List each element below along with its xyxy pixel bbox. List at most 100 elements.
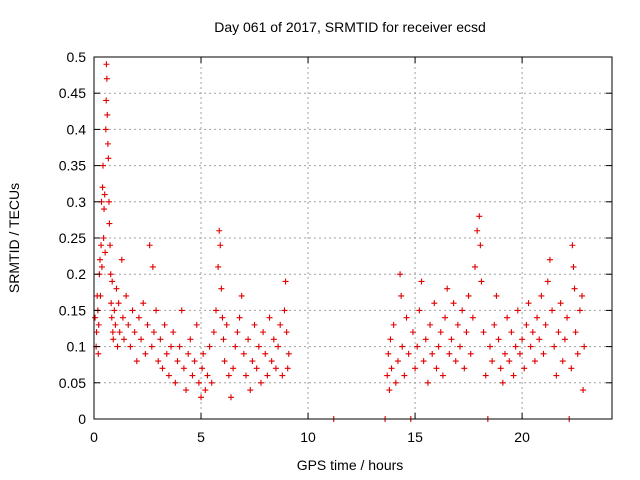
data-point (439, 372, 446, 379)
data-point (225, 372, 232, 379)
data-point (206, 343, 213, 350)
data-point (217, 242, 224, 249)
data-point (405, 350, 412, 357)
data-point (98, 242, 105, 249)
data-point (215, 263, 222, 270)
data-point (538, 292, 545, 299)
y-tick-label: 0.1 (67, 339, 87, 355)
data-point (161, 321, 168, 328)
data-point (516, 350, 523, 357)
data-point (125, 321, 132, 328)
data-point (115, 300, 122, 307)
data-point (202, 387, 209, 394)
data-point (253, 365, 260, 372)
data-point (172, 379, 179, 386)
data-point (279, 372, 286, 379)
data-point (499, 379, 506, 386)
data-point (284, 365, 291, 372)
data-point (386, 387, 393, 394)
data-point (422, 336, 429, 343)
data-point (399, 343, 406, 350)
data-point (144, 321, 151, 328)
data-point (236, 314, 243, 321)
data-point (218, 285, 225, 292)
y-tick-label: 0.15 (59, 302, 86, 318)
data-point (96, 256, 103, 263)
data-point (465, 292, 472, 299)
y-tick-label: 0.05 (59, 375, 86, 391)
data-point (474, 227, 481, 234)
data-point (525, 300, 532, 307)
x-tick-label: 10 (300, 429, 316, 445)
data-point (452, 358, 459, 365)
data-point (519, 336, 526, 343)
data-point (150, 329, 157, 336)
data-point (397, 271, 404, 278)
data-point (108, 314, 115, 321)
data-point (129, 307, 136, 314)
data-point (213, 307, 220, 314)
data-point (216, 227, 223, 234)
data-point (118, 256, 125, 263)
data-point (102, 126, 109, 133)
data-point (506, 358, 513, 365)
data-point (392, 379, 399, 386)
data-point (204, 372, 211, 379)
data-point (95, 321, 102, 328)
data-point (170, 329, 177, 336)
data-point (398, 292, 405, 299)
data-point (446, 350, 453, 357)
data-point (104, 140, 111, 147)
data-point (486, 343, 493, 350)
data-point (561, 336, 568, 343)
data-point (454, 321, 461, 328)
data-point (176, 343, 183, 350)
data-point (234, 329, 241, 336)
data-point (469, 314, 476, 321)
data-point (242, 372, 249, 379)
data-point (103, 61, 110, 68)
data-point (92, 314, 99, 321)
data-point (403, 314, 410, 321)
y-tick-label: 0.35 (59, 158, 86, 174)
data-point (104, 111, 111, 118)
data-point (255, 343, 262, 350)
data-point (463, 329, 470, 336)
data-point (240, 350, 247, 357)
data-point (277, 321, 284, 328)
y-tick-label: 0 (78, 411, 86, 427)
data-point (544, 278, 551, 285)
y-tick-label: 0.4 (67, 121, 87, 137)
data-point (508, 329, 515, 336)
data-point (138, 336, 145, 343)
data-point (501, 350, 508, 357)
data-point (435, 343, 442, 350)
data-point (437, 329, 444, 336)
data-point (107, 242, 114, 249)
data-point (191, 358, 198, 365)
data-point (109, 329, 116, 336)
data-point (564, 314, 571, 321)
data-point (546, 256, 553, 263)
data-point (482, 372, 489, 379)
data-point (95, 350, 102, 357)
data-point (195, 379, 202, 386)
data-point (467, 350, 474, 357)
data-point (178, 307, 185, 314)
data-point (510, 372, 517, 379)
data-point (268, 358, 275, 365)
data-point (442, 314, 449, 321)
data-point (127, 343, 134, 350)
y-axis-ticks: 0 0.05 0.1 0.15 0.2 0.25 0.3 0.35 0.4 0.45 0.5 (59, 49, 612, 427)
data-point (116, 329, 123, 336)
x-tick-label: 15 (407, 429, 423, 445)
data-point (282, 278, 289, 285)
y-tick-label: 0.45 (59, 85, 86, 101)
data-point (433, 365, 440, 372)
data-point (450, 300, 457, 307)
data-point (416, 307, 423, 314)
data-point (497, 365, 504, 372)
data-point (570, 263, 577, 270)
data-point (262, 350, 269, 357)
